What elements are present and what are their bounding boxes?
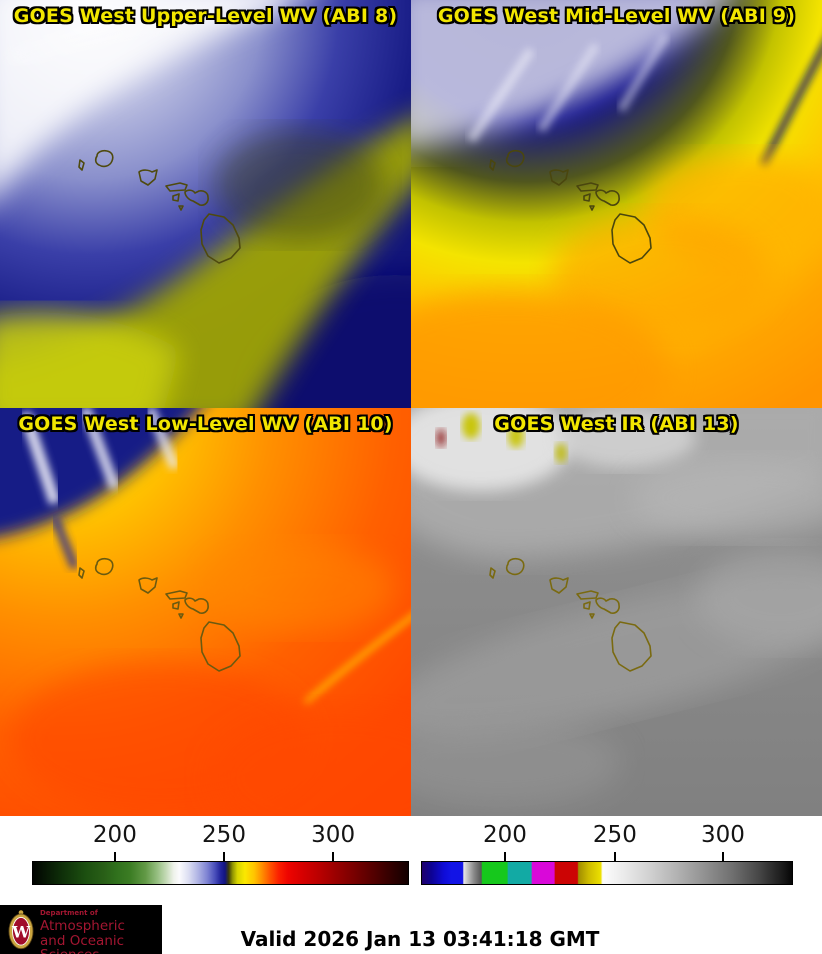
panel-title-abi9: GOES West Mid-Level WV (ABI 9) <box>437 5 796 27</box>
ir-tick-label-250: 250 <box>592 822 637 848</box>
panel-upper-level-wv: GOES West Upper-Level WV (ABI 8) <box>0 0 411 408</box>
ir-tickmark <box>503 852 506 861</box>
wv-tickmark <box>332 852 335 861</box>
ir-colorbar: 200 250 300 <box>421 816 793 906</box>
ir-tickmark <box>613 852 616 861</box>
uw-monogram: W <box>11 923 31 942</box>
panel-title-abi10: GOES West Low-Level WV (ABI 10) <box>18 413 393 435</box>
valid-timestamp: Valid 2026 Jan 13 03:41:18 GMT <box>240 927 600 951</box>
wv-colorbar: 200 250 300 <box>32 816 409 906</box>
ir-colorbar-gradient <box>421 861 793 885</box>
ir-tick-label-200: 200 <box>483 822 527 848</box>
panel-title-abi13: GOES West IR (ABI 13) <box>494 413 739 435</box>
panel-low-level-wv: GOES West Low-Level WV (ABI 10) <box>0 408 411 816</box>
wv-tickmark <box>223 852 225 861</box>
ir-tick-label-300: 300 <box>700 822 745 848</box>
wv-tick-label-300: 300 <box>311 822 356 848</box>
ir-image <box>411 408 822 816</box>
upper-level-wv-image <box>0 0 411 408</box>
wv-colorbar-gradient <box>32 861 409 885</box>
ir-tickmark <box>721 852 724 861</box>
uw-crest-icon: W <box>8 910 34 950</box>
uw-aos-logo: W Department of Atmospheric and Oceanic … <box>0 905 162 954</box>
panel-title-abi8: GOES West Upper-Level WV (ABI 8) <box>13 5 398 27</box>
logo-line-oceanic: and Oceanic Sciences <box>40 932 125 954</box>
panel-ir: GOES West IR (ABI 13) <box>411 408 822 816</box>
wv-tick-label-200: 200 <box>92 822 137 848</box>
panel-mid-level-wv: GOES West Mid-Level WV (ABI 9) <box>411 0 822 408</box>
low-level-wv-image <box>0 408 411 816</box>
logo-dept-line: Department of <box>40 909 98 917</box>
logo-text-block: Department of Atmospheric and Oceanic Sc… <box>40 909 162 954</box>
logo-line-atmospheric: Atmospheric <box>40 918 125 935</box>
wv-tickmark <box>113 852 116 861</box>
mid-level-wv-image <box>411 0 822 408</box>
wv-tick-label-250: 250 <box>202 822 246 848</box>
